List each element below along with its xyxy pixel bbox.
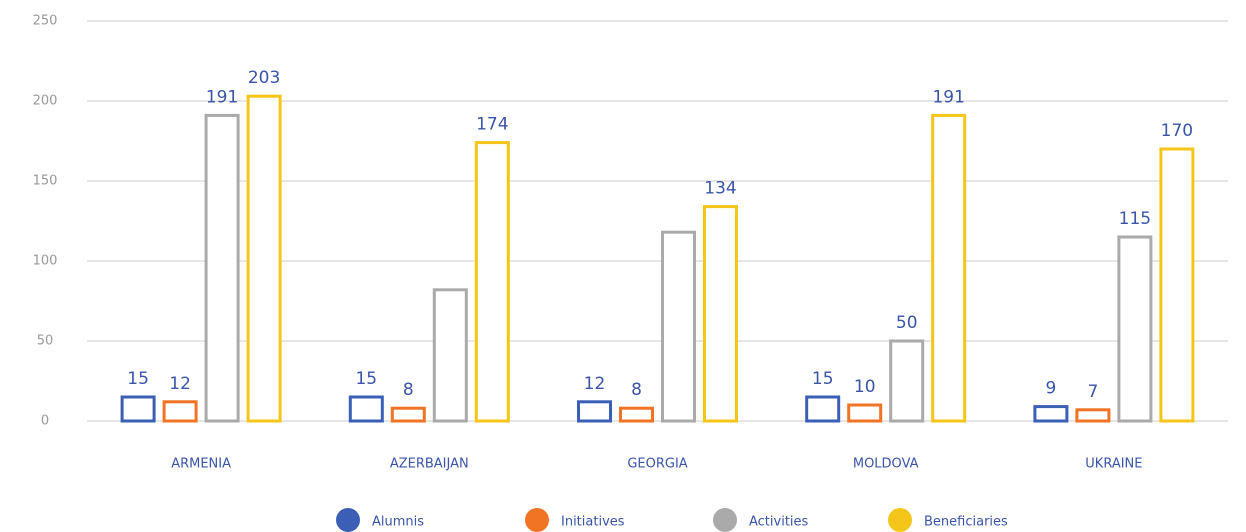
y-tick-label: 100 [33,254,58,269]
data-label: 10 [854,377,876,397]
data-label: 9 [1045,379,1056,399]
data-label: 12 [584,374,606,394]
y-tick-label: 150 [33,174,58,189]
bar [931,113,967,423]
bar [204,113,240,423]
bar [805,395,841,423]
data-label: 15 [812,369,834,389]
bar [889,339,925,423]
bar [1075,408,1111,423]
bar [390,406,426,423]
data-label: 15 [355,369,377,389]
data-label: 191 [932,87,964,107]
data-label: 7 [1087,382,1098,402]
bar [703,205,738,423]
data-label: 12 [169,374,191,394]
x-tick-label: AZERBAIJAN [390,457,469,472]
x-tick-label: ARMENIA [171,457,231,472]
bar [348,395,384,423]
bar [619,406,654,423]
legend-swatch [713,508,737,532]
y-tick-label: 250 [33,14,58,29]
data-label: 15 [127,369,149,389]
x-tick-label: MOLDOVA [853,457,919,472]
bar [474,141,510,423]
legend-swatch [525,508,549,532]
bar [661,230,696,423]
legend-label: Beneficiaries [924,515,1008,530]
data-label: 8 [631,380,642,400]
data-label: 203 [248,68,280,88]
bar [246,94,282,423]
bar [120,395,156,423]
y-tick-label: 50 [37,334,54,349]
data-label: 191 [206,87,238,107]
legend-label: Activities [749,515,809,530]
bar [1117,235,1153,423]
legend-swatch [888,508,912,532]
bar [1159,147,1195,423]
x-tick-label: UKRAINE [1085,457,1142,472]
data-label: 134 [704,179,736,199]
x-tick-label: GEORGIA [627,457,687,472]
bar [577,400,612,423]
y-tick-label: 0 [41,414,49,429]
data-label: 8 [403,380,414,400]
y-tick-label: 200 [33,94,58,109]
bar [432,288,468,423]
bar [847,403,883,423]
data-label: 170 [1161,121,1193,141]
data-label: 50 [896,313,918,333]
data-label: 115 [1119,209,1151,229]
bar [162,400,198,423]
legend-swatch [336,508,360,532]
data-label: 174 [476,115,508,135]
legend-label: Alumnis [372,515,424,530]
bar [1033,405,1069,423]
legend-label: Initiatives [561,515,625,530]
